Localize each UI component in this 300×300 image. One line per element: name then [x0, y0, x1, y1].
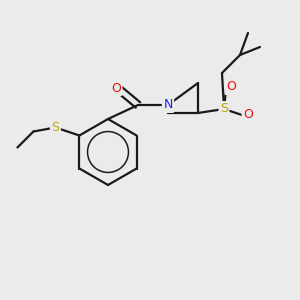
Text: S: S: [220, 103, 228, 116]
Text: S: S: [51, 121, 59, 134]
Text: N: N: [163, 98, 173, 112]
Text: O: O: [243, 109, 253, 122]
Text: O: O: [226, 80, 236, 94]
Text: O: O: [111, 82, 121, 94]
